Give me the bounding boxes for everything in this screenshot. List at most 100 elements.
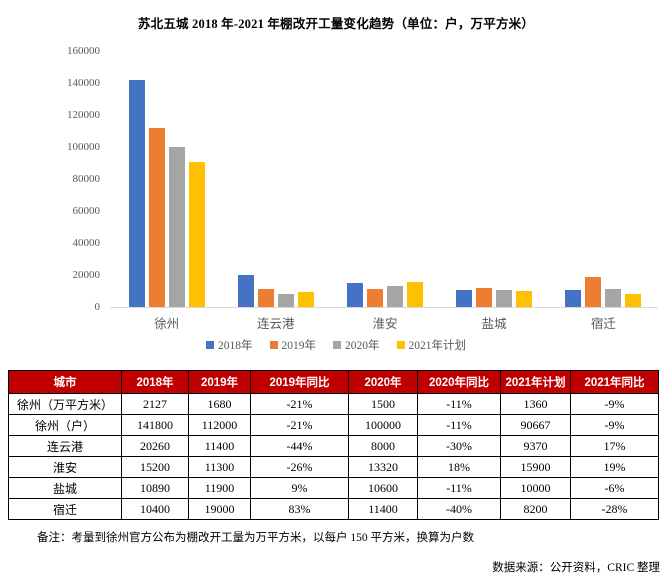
bar-2018年-徐州 bbox=[128, 80, 145, 307]
table-cell: 15900 bbox=[500, 456, 571, 478]
bar-2018年-淮安 bbox=[347, 283, 363, 307]
table-cell: 10600 bbox=[348, 477, 418, 499]
x-category-label: 宿迁 bbox=[590, 317, 616, 331]
x-category-label: 徐州 bbox=[154, 317, 180, 331]
bar-2019年-徐州 bbox=[148, 128, 165, 307]
chart-legend: 2018年 2019年 2020年 2021年计划 bbox=[0, 337, 672, 353]
legend-item-2019年: 2019年 bbox=[269, 337, 317, 353]
table-cell: 100000 bbox=[348, 414, 418, 436]
table-header-cell: 2021年同比 bbox=[570, 370, 659, 394]
table-cell: 112000 bbox=[188, 414, 251, 436]
bar-chart-plot-area bbox=[112, 51, 658, 307]
table-cell: 15200 bbox=[121, 456, 189, 478]
legend-item-2020年: 2020年 bbox=[333, 337, 380, 353]
table-header-cell: 2021年计划 bbox=[500, 370, 571, 394]
table-header-cell: 城市 bbox=[8, 370, 122, 394]
table-cell: -11% bbox=[417, 414, 501, 436]
table-cell: -11% bbox=[417, 477, 501, 499]
table-cell: -9% bbox=[570, 414, 659, 436]
table-cell: 1680 bbox=[188, 393, 251, 415]
bar-2020年-连云港 bbox=[277, 294, 294, 307]
table-cell: 11900 bbox=[188, 477, 251, 499]
y-tick-label: 20000 bbox=[72, 268, 101, 281]
x-category-label: 淮安 bbox=[372, 317, 398, 331]
bar-2021年计划-徐州 bbox=[188, 162, 205, 307]
legend-label: 2020年 bbox=[345, 340, 380, 352]
bar-2020年-宿迁 bbox=[605, 289, 622, 307]
table-cell: -28% bbox=[570, 498, 659, 520]
bar-2020年-徐州 bbox=[168, 147, 185, 307]
legend-item-2018年: 2018年 bbox=[206, 337, 253, 353]
table-cell: -26% bbox=[250, 456, 349, 478]
x-category-label: 连云港 bbox=[257, 317, 295, 331]
table-cell: -44% bbox=[250, 435, 349, 457]
bar-2019年-宿迁 bbox=[585, 277, 602, 307]
chart-title: 苏北五城 2018 年-2021 年棚改开工量变化趋势（单位：户，万平方米） bbox=[137, 17, 535, 31]
bar-2019年-连云港 bbox=[257, 289, 274, 307]
table-cell: 淮安 bbox=[8, 456, 122, 478]
table-cell: 11400 bbox=[188, 435, 251, 457]
data-source: 数据来源：公开资料，CRIC 整理 bbox=[492, 562, 660, 574]
bar-2018年-宿迁 bbox=[565, 290, 582, 307]
table-row: 徐州（户） 141800 112000 -21% 100000 -11% 90667 -9% bbox=[8, 414, 659, 436]
table-cell: -21% bbox=[250, 414, 349, 436]
table-cell: -30% bbox=[417, 435, 501, 457]
table-row: 淮安 15200 11300 -26% 13320 18% 15900 19% bbox=[8, 456, 659, 478]
table-cell: 141800 bbox=[121, 414, 189, 436]
table-cell: 1500 bbox=[348, 393, 418, 415]
table-cell: 19000 bbox=[188, 498, 251, 520]
y-tick-label: 0 bbox=[94, 300, 101, 313]
table-cell: 20260 bbox=[121, 435, 189, 457]
table-cell: 19% bbox=[570, 456, 659, 478]
legend-swatch-icon bbox=[333, 341, 341, 349]
bar-2021年计划-宿迁 bbox=[625, 294, 642, 307]
table-cell: 9370 bbox=[500, 435, 571, 457]
table-cell: 宿迁 bbox=[8, 498, 122, 520]
bar-2020年-盐城 bbox=[496, 290, 513, 307]
bar-2020年-淮安 bbox=[387, 286, 403, 307]
legend-swatch-icon bbox=[396, 341, 405, 349]
table-header-cell: 2019年同比 bbox=[250, 370, 349, 394]
table-cell: 徐州（户） bbox=[8, 414, 122, 436]
table-body: 徐州（万平方米） 2127 1680 -21% 1500 -11% 1360 -9% 徐州（户）… bbox=[8, 393, 659, 520]
y-tick-label: 140000 bbox=[67, 76, 100, 89]
y-tick-label: 120000 bbox=[67, 108, 100, 121]
table-cell: 1360 bbox=[500, 393, 571, 415]
y-tick-label: 100000 bbox=[67, 140, 100, 153]
x-axis-line bbox=[110, 307, 658, 308]
table-cell: 连云港 bbox=[8, 435, 122, 457]
table-cell: -11% bbox=[417, 393, 501, 415]
legend-swatch-icon bbox=[269, 341, 278, 349]
bar-2021年计划-连云港 bbox=[297, 292, 314, 307]
table-cell: 10400 bbox=[121, 498, 189, 520]
table-cell: -21% bbox=[250, 393, 349, 415]
table-cell: 11300 bbox=[188, 456, 251, 478]
table-header-cell: 2019年 bbox=[188, 370, 251, 394]
y-axis-labels: 160000 140000 120000 100000 80000 60000 40000 2… bbox=[0, 0, 100, 365]
bar-2019年-淮安 bbox=[367, 289, 383, 307]
table-cell: 10890 bbox=[121, 477, 189, 499]
footnote: 备注：考量到徐州官方公布为棚改开工量为万平方米，以每户 150 平方米，换算为户… bbox=[37, 532, 474, 544]
legend-label: 2019年 bbox=[281, 340, 317, 352]
table-row: 徐州（万平方米） 2127 1680 -21% 1500 -11% 1360 -9% bbox=[8, 393, 659, 415]
y-tick-label: 160000 bbox=[67, 44, 100, 57]
bar-2021年计划-淮安 bbox=[407, 282, 423, 307]
y-tick-label: 40000 bbox=[72, 236, 101, 249]
table-row: 连云港 20260 11400 -44% 8000 -30% 9370 17% bbox=[8, 435, 659, 457]
table-row: 宿迁 10400 19000 83% 11400 -40% 8200 -28% bbox=[8, 498, 659, 520]
y-tick-label: 80000 bbox=[72, 172, 101, 185]
table-cell: 10000 bbox=[500, 477, 571, 499]
table-header-row: 城市 2018年 2019年 2019年同比 2020年 2020年同比 2021年计划 20… bbox=[8, 370, 659, 394]
legend-item-2021年计划: 2021年计划 bbox=[396, 337, 467, 353]
table-cell: -6% bbox=[570, 477, 659, 499]
table-cell: 9% bbox=[250, 477, 349, 499]
table-cell: 盐城 bbox=[8, 477, 122, 499]
y-tick-label: 60000 bbox=[72, 204, 101, 217]
table-cell: -40% bbox=[417, 498, 501, 520]
bar-2018年-连云港 bbox=[237, 275, 254, 307]
table-cell: 8200 bbox=[500, 498, 571, 520]
table-cell: 18% bbox=[417, 456, 501, 478]
legend-label: 2021年计划 bbox=[408, 340, 467, 352]
x-category-label: 盐城 bbox=[481, 317, 507, 331]
